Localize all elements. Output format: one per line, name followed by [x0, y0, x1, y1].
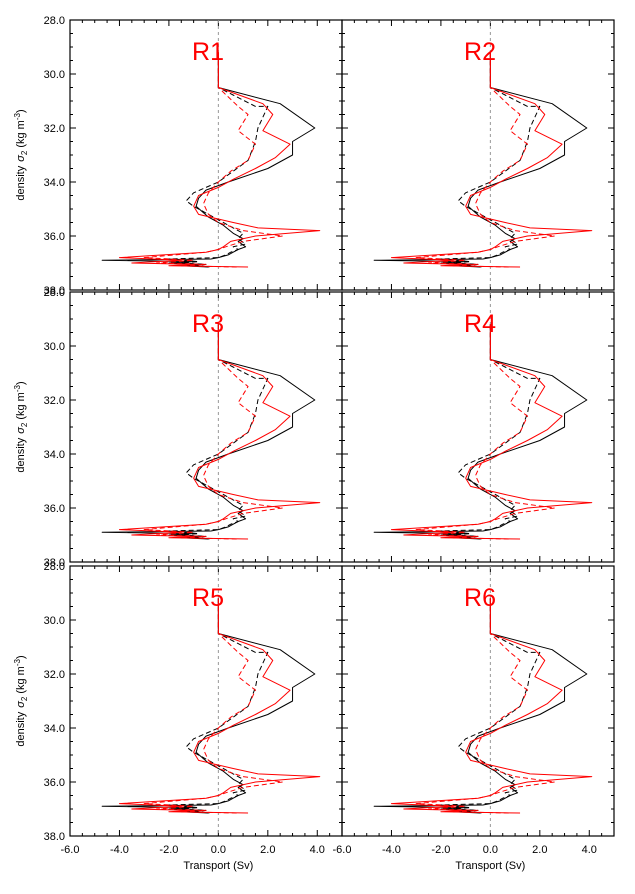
y-axis-title-word: density	[15, 165, 27, 200]
x-tick-label: 4.0	[582, 844, 597, 856]
y-axis-title-word: density	[15, 711, 27, 746]
panel-title: R5	[192, 584, 224, 612]
panel-r6: -6.0 -4.0 -2.0 0.0 2.0 4.0 R6 Transport (Sv)	[333, 565, 615, 872]
series-line-red-solid	[390, 324, 593, 540]
panel-title: R4	[464, 310, 496, 338]
x-tick-label: 0.0	[483, 844, 498, 856]
y-axis-sigma: σ	[15, 701, 27, 708]
panel-r3: 28.0 30.0 32.0 34.0 36.0 38.0 R3 density σ2 (kg m…	[13, 287, 343, 569]
y-tick-label: 34.0	[44, 723, 65, 735]
x-tick-label: 4.0	[310, 844, 325, 856]
y-axis-units-close: )	[15, 381, 27, 385]
x-tick-label: -4.0	[382, 844, 401, 856]
y-tick-label: 38.0	[44, 831, 65, 843]
y-axis-sigma-sub: 2	[20, 422, 29, 427]
panel-title: R3	[192, 310, 224, 338]
series-line-black-solid	[101, 324, 316, 540]
panel-title: R6	[464, 584, 496, 612]
y-axis-units-exp: -3	[13, 113, 22, 121]
x-tick-label: 0.0	[211, 844, 226, 856]
series-line-red-solid	[390, 598, 593, 814]
series-line-red-dashed	[143, 598, 284, 814]
series-line-red-dashed	[415, 598, 556, 814]
series-line-black-solid	[373, 52, 588, 268]
series-line-red-solid	[118, 52, 321, 268]
y-tick-label: 36.0	[44, 503, 65, 515]
panel-title: R1	[192, 38, 224, 66]
y-axis-sigma-sub: 2	[20, 150, 29, 155]
y-axis-sigma: σ	[15, 155, 27, 162]
x-tick-label: -2.0	[159, 844, 178, 856]
panel-r2: R2	[341, 19, 615, 291]
y-tick-label: 36.0	[44, 231, 65, 243]
panel-r1: 28.0 30.0 32.0 34.0 36.0 38.0 R1 density σ2 (kg m…	[13, 15, 343, 297]
y-tick-label: 28.0	[44, 561, 65, 573]
y-tick-label: 30.0	[44, 69, 65, 81]
y-tick-label: 34.0	[44, 449, 65, 461]
y-tick-label: 30.0	[44, 341, 65, 353]
panel-r4: R4	[341, 291, 615, 563]
y-axis-units: (kg m	[15, 120, 27, 148]
x-tick-label: -4.0	[110, 844, 129, 856]
series-line-red-dashed	[143, 324, 284, 540]
y-axis-units: (kg m	[15, 666, 27, 694]
y-axis-title: density σ2 (kg m-3)	[13, 381, 29, 472]
y-axis-sigma: σ	[15, 427, 27, 434]
y-tick-label: 32.0	[44, 669, 65, 681]
y-axis-title: density σ2 (kg m-3)	[13, 655, 29, 746]
series-line-red-dashed	[415, 52, 556, 268]
x-tick-label: 2.0	[260, 844, 275, 856]
series-line-red-solid	[118, 598, 321, 814]
panel-title: R2	[464, 38, 496, 66]
y-axis-units-close: )	[15, 109, 27, 113]
y-axis-units-close: )	[15, 655, 27, 659]
y-tick-label: 28.0	[44, 287, 65, 299]
y-axis-sigma-sub: 2	[20, 696, 29, 701]
x-tick-label: -6.0	[61, 844, 80, 856]
x-axis-title: Transport (Sv)	[455, 860, 525, 872]
y-axis-units: (kg m	[15, 392, 27, 420]
x-axis-title: Transport (Sv)	[183, 860, 253, 872]
x-tick-label: 2.0	[532, 844, 547, 856]
y-axis-units-exp: -3	[13, 659, 22, 667]
y-axis-title: density σ2 (kg m-3)	[13, 109, 29, 200]
series-line-black-solid	[373, 324, 588, 540]
y-tick-label: 30.0	[44, 615, 65, 627]
series-line-red-dashed	[415, 324, 556, 540]
y-tick-label: 32.0	[44, 123, 65, 135]
y-tick-label: 32.0	[44, 395, 65, 407]
panel-r5: 28.0 30.0 32.0 34.0 36.0 38.0-6.0 -4.0 -2.0 0.0 2…	[13, 561, 343, 872]
y-axis-title-word: density	[15, 437, 27, 472]
x-tick-label: -6.0	[333, 844, 352, 856]
series-line-black-solid	[373, 598, 588, 814]
series-line-red-dashed	[143, 52, 284, 268]
y-tick-label: 34.0	[44, 177, 65, 189]
x-tick-label: -2.0	[431, 844, 450, 856]
y-tick-label: 36.0	[44, 777, 65, 789]
series-line-red-solid	[118, 324, 321, 540]
series-line-red-solid	[390, 52, 593, 268]
y-tick-label: 38.0	[44, 285, 65, 297]
y-tick-label: 38.0	[44, 557, 65, 569]
series-line-black-solid	[101, 598, 316, 814]
y-axis-units-exp: -3	[13, 385, 22, 393]
series-line-black-solid	[101, 52, 316, 268]
y-tick-label: 28.0	[44, 15, 65, 27]
